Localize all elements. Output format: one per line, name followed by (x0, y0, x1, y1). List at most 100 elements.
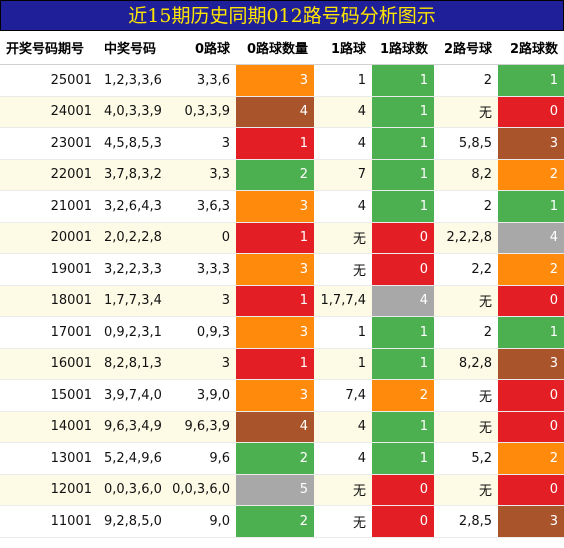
table-row: 16001 8,2,8,1,3 3 1 1 1 8,2,8 3 (0, 348, 564, 380)
route1-count-cell: 2 (372, 379, 434, 412)
route1-balls-cell: 1 (314, 316, 372, 349)
winning-numbers-cell: 4,0,3,3,9 (98, 96, 166, 128)
header-route0-count: 0路球数量 (236, 31, 314, 65)
period-cell: 14001 (0, 411, 98, 443)
route2-count-cell: 4 (498, 222, 564, 254)
route1-count-cell: 1 (372, 316, 434, 349)
route1-count-cell: 1 (372, 159, 434, 191)
analysis-table: 开奖号码期号 中奖号码 0路球 0路球数量 1路球 1路球数 2路号球 2路球数… (0, 31, 564, 538)
route2-count-cell: 2 (498, 253, 564, 286)
route1-count-cell: 1 (372, 348, 434, 380)
route0-count-cell: 1 (236, 127, 314, 160)
route2-count-cell: 3 (498, 127, 564, 160)
winning-numbers-cell: 8,2,8,1,3 (98, 348, 166, 380)
route0-count-cell: 3 (236, 316, 314, 349)
table-row: 19001 3,2,2,3,3 3,3,3 3 无 0 2,2 2 (0, 253, 564, 286)
route1-balls-cell: 1,7,7,4 (314, 285, 372, 317)
route1-count-cell: 1 (372, 442, 434, 475)
route0-count-cell: 5 (236, 474, 314, 506)
route2-balls-cell: 2 (434, 64, 498, 97)
route0-balls-cell: 9,6 (166, 442, 236, 475)
route0-balls-cell: 3,3,6 (166, 64, 236, 97)
route2-count-cell: 0 (498, 474, 564, 506)
table-row: 17001 0,9,2,3,1 0,9,3 3 1 1 2 1 (0, 316, 564, 349)
route2-count-cell: 0 (498, 411, 564, 443)
route1-count-cell: 1 (372, 96, 434, 128)
route1-count-cell: 1 (372, 127, 434, 160)
route1-balls-cell: 4 (314, 411, 372, 443)
route1-count-cell: 0 (372, 505, 434, 538)
route0-balls-cell: 3 (166, 127, 236, 160)
header-route1-count: 1路球数 (372, 31, 434, 65)
table-title: 近15期历史同期012路号码分析图示 (0, 0, 564, 31)
route2-count-cell: 2 (498, 442, 564, 475)
winning-numbers-cell: 9,6,3,4,9 (98, 411, 166, 443)
header-route2-balls: 2路号球 (434, 31, 498, 65)
period-cell: 15001 (0, 379, 98, 412)
route2-count-cell: 1 (498, 316, 564, 349)
winning-numbers-cell: 4,5,8,5,3 (98, 127, 166, 160)
route2-balls-cell: 无 (434, 96, 498, 128)
winning-numbers-cell: 5,2,4,9,6 (98, 442, 166, 475)
period-cell: 13001 (0, 442, 98, 475)
route0-count-cell: 3 (236, 64, 314, 97)
winning-numbers-cell: 9,2,8,5,0 (98, 505, 166, 538)
period-cell: 16001 (0, 348, 98, 380)
period-cell: 23001 (0, 127, 98, 160)
route0-count-cell: 4 (236, 96, 314, 128)
winning-numbers-cell: 0,0,3,6,0 (98, 474, 166, 506)
route0-balls-cell: 3,9,0 (166, 379, 236, 412)
table-row: 24001 4,0,3,3,9 0,3,3,9 4 4 1 无 0 (0, 96, 564, 128)
winning-numbers-cell: 3,2,2,3,3 (98, 253, 166, 286)
route0-balls-cell: 0 (166, 222, 236, 254)
header-row: 开奖号码期号 中奖号码 0路球 0路球数量 1路球 1路球数 2路号球 2路球数 (0, 31, 564, 65)
period-cell: 18001 (0, 285, 98, 317)
table-row: 25001 1,2,3,3,6 3,3,6 3 1 1 2 1 (0, 64, 564, 97)
route2-count-cell: 0 (498, 379, 564, 412)
route0-count-cell: 1 (236, 348, 314, 380)
route0-count-cell: 2 (236, 442, 314, 475)
route0-count-cell: 2 (236, 159, 314, 191)
winning-numbers-cell: 3,7,8,3,2 (98, 159, 166, 191)
route2-balls-cell: 无 (434, 379, 498, 412)
table-row: 21001 3,2,6,4,3 3,6,3 3 4 1 2 1 (0, 190, 564, 223)
route2-balls-cell: 2,8,5 (434, 505, 498, 538)
table-row: 12001 0,0,3,6,0 0,0,3,6,0 5 无 0 无 0 (0, 474, 564, 506)
route1-count-cell: 1 (372, 190, 434, 223)
route1-balls-cell: 1 (314, 64, 372, 97)
header-period: 开奖号码期号 (0, 31, 98, 65)
route0-count-cell: 1 (236, 285, 314, 317)
route1-balls-cell: 无 (314, 474, 372, 506)
header-numbers: 中奖号码 (98, 31, 166, 65)
route2-count-cell: 3 (498, 505, 564, 538)
route2-count-cell: 0 (498, 96, 564, 128)
table-row: 20001 2,0,2,2,8 0 1 无 0 2,2,2,8 4 (0, 222, 564, 254)
route2-balls-cell: 2,2,2,8 (434, 222, 498, 254)
route0-balls-cell: 3,3 (166, 159, 236, 191)
period-cell: 17001 (0, 316, 98, 349)
table-row: 11001 9,2,8,5,0 9,0 2 无 0 2,8,5 3 (0, 505, 564, 538)
period-cell: 20001 (0, 222, 98, 254)
route2-count-cell: 2 (498, 159, 564, 191)
route1-count-cell: 0 (372, 474, 434, 506)
route2-count-cell: 3 (498, 348, 564, 380)
table-row: 18001 1,7,7,3,4 3 1 1,7,7,4 4 无 0 (0, 285, 564, 317)
route1-count-cell: 0 (372, 253, 434, 286)
route0-balls-cell: 0,0,3,6,0 (166, 474, 236, 506)
table-row: 23001 4,5,8,5,3 3 1 4 1 5,8,5 3 (0, 127, 564, 160)
route2-count-cell: 1 (498, 64, 564, 97)
period-cell: 22001 (0, 159, 98, 191)
table-row: 13001 5,2,4,9,6 9,6 2 4 1 5,2 2 (0, 442, 564, 475)
route1-balls-cell: 1 (314, 348, 372, 380)
winning-numbers-cell: 0,9,2,3,1 (98, 316, 166, 349)
route0-balls-cell: 3,3,3 (166, 253, 236, 286)
route0-count-cell: 4 (236, 411, 314, 443)
period-cell: 11001 (0, 505, 98, 538)
period-cell: 25001 (0, 64, 98, 97)
period-cell: 21001 (0, 190, 98, 223)
winning-numbers-cell: 3,2,6,4,3 (98, 190, 166, 223)
route2-balls-cell: 8,2,8 (434, 348, 498, 380)
header-route0-balls: 0路球 (166, 31, 236, 65)
route0-count-cell: 1 (236, 222, 314, 254)
route2-count-cell: 0 (498, 285, 564, 317)
